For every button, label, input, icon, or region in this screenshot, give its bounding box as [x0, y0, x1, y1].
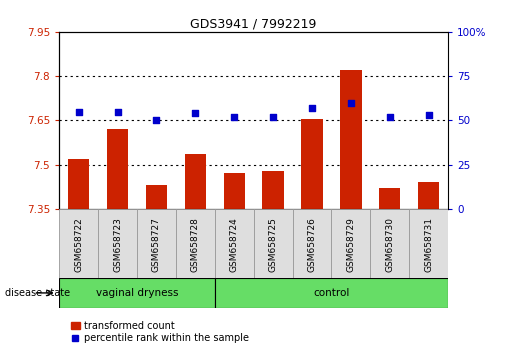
Text: GSM658729: GSM658729 [347, 217, 355, 272]
Text: GSM658730: GSM658730 [385, 217, 394, 272]
Point [386, 114, 394, 120]
Bar [68, 159, 90, 209]
Bar [301, 119, 323, 209]
Bar [59, 209, 98, 278]
Point [424, 112, 433, 118]
Text: GSM658731: GSM658731 [424, 217, 433, 272]
Bar [253, 209, 293, 278]
Bar [98, 209, 137, 278]
Point [113, 109, 122, 114]
Bar [340, 70, 362, 209]
Text: vaginal dryness: vaginal dryness [96, 288, 178, 298]
Point [269, 114, 277, 120]
Bar [379, 188, 401, 209]
Bar [215, 209, 253, 278]
Text: GSM658722: GSM658722 [74, 218, 83, 272]
Point [152, 118, 161, 123]
Bar [418, 182, 439, 209]
Point [191, 110, 199, 116]
Text: control: control [313, 288, 350, 298]
Bar [146, 185, 167, 209]
Text: GSM658723: GSM658723 [113, 217, 122, 272]
Bar [184, 154, 206, 209]
Bar [224, 173, 245, 209]
Point [230, 114, 238, 120]
Title: GDS3941 / 7992219: GDS3941 / 7992219 [191, 18, 317, 31]
Bar [107, 129, 128, 209]
Text: GSM658725: GSM658725 [269, 217, 278, 272]
Text: GSM658726: GSM658726 [307, 217, 316, 272]
Text: disease state: disease state [5, 288, 70, 298]
Point [308, 105, 316, 111]
Legend: transformed count, percentile rank within the sample: transformed count, percentile rank withi… [66, 317, 253, 347]
Bar [215, 278, 448, 308]
Bar [370, 209, 409, 278]
Bar [137, 209, 176, 278]
Bar [293, 209, 332, 278]
Bar [176, 209, 215, 278]
Bar [332, 209, 370, 278]
Text: GSM658728: GSM658728 [191, 217, 200, 272]
Text: GSM658727: GSM658727 [152, 217, 161, 272]
Point [75, 109, 83, 114]
Point [347, 100, 355, 105]
Bar [409, 209, 448, 278]
Text: GSM658724: GSM658724 [230, 218, 238, 272]
Bar [262, 171, 284, 209]
Bar [59, 278, 215, 308]
